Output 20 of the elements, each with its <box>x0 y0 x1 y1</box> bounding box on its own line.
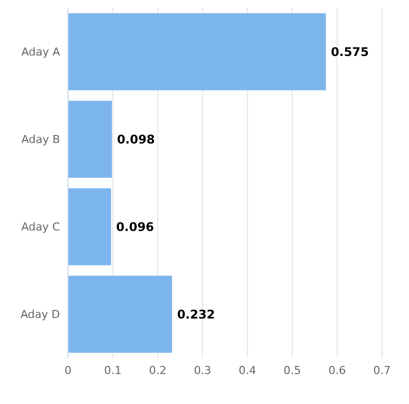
x-tick-label: 0.2 <box>148 364 166 377</box>
bar <box>68 100 112 178</box>
x-tick-label: 0.5 <box>284 364 302 377</box>
x-tick-label: 0.3 <box>194 364 212 377</box>
data-label: 0.232 <box>177 308 216 322</box>
bar <box>68 276 172 353</box>
y-tick-label: Aday B <box>21 133 60 146</box>
data-label: 0.575 <box>330 45 369 60</box>
bar <box>68 188 112 266</box>
x-tick-label: 0.1 <box>104 364 122 377</box>
x-tick-label: 0 <box>64 364 72 377</box>
x-tick-label: 0.6 <box>328 364 346 377</box>
data-label: 0.098 <box>116 132 155 147</box>
data-label: 0.096 <box>116 220 154 234</box>
x-tick-label: 0.7 <box>373 364 391 377</box>
bar <box>68 13 326 90</box>
y-tick-label: Aday D <box>20 308 60 322</box>
y-tick-label: Aday C <box>21 220 60 234</box>
y-tick-label: Aday A <box>21 46 60 59</box>
x-tick-label: 0.4 <box>238 364 256 377</box>
